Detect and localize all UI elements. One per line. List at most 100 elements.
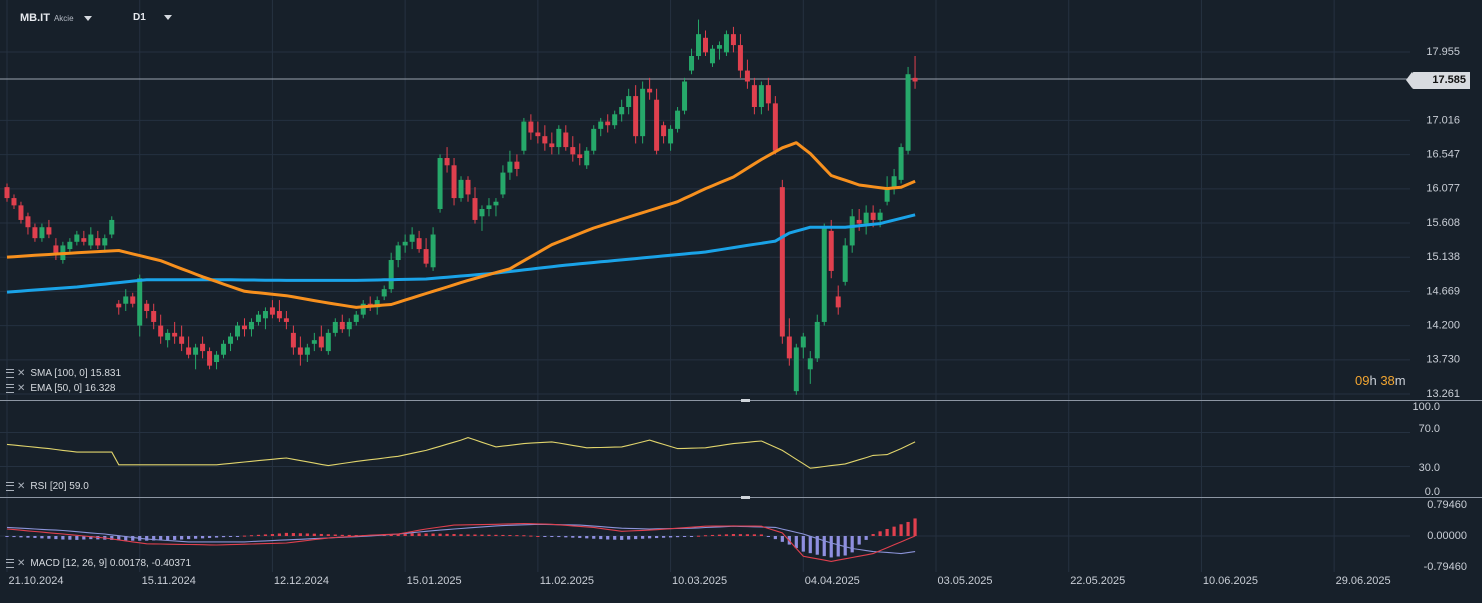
candle (130, 292, 136, 308)
macd-histogram-bar (438, 533, 442, 536)
candle (235, 321, 241, 341)
candle-body (172, 332, 178, 337)
candle (682, 77, 688, 115)
candle-body (262, 311, 268, 319)
macd-histogram-bar (606, 536, 610, 540)
candle-body (32, 227, 38, 239)
macd-histogram-bar (5, 536, 9, 537)
settings-list-icon[interactable] (6, 559, 14, 568)
candle-body (479, 209, 485, 217)
candle (248, 318, 254, 337)
close-icon[interactable]: ✕ (17, 481, 26, 492)
settings-list-icon[interactable] (6, 384, 14, 393)
candle (814, 314, 820, 363)
candle (381, 285, 387, 301)
macd-histogram-bar (522, 535, 526, 537)
macd-histogram-bar (515, 535, 519, 537)
candle (32, 223, 38, 242)
candle (18, 201, 24, 224)
candle (297, 336, 303, 366)
macd-histogram-bar (333, 534, 337, 536)
candle (716, 41, 722, 60)
grid-lines (0, 0, 1410, 572)
macd-histogram-bar (508, 535, 512, 537)
macd-histogram-bar (305, 533, 309, 536)
candle (612, 110, 618, 129)
candle (255, 311, 261, 326)
legend-sma[interactable]: ✕ SMA [100, 0] 15.831 (6, 368, 121, 379)
candle (528, 114, 534, 140)
candle (74, 230, 80, 246)
candle-body (207, 351, 213, 366)
macd-histogram-bar (536, 536, 540, 537)
candle-body (409, 234, 415, 242)
candle (521, 117, 527, 155)
macd-histogram-bar (40, 536, 44, 539)
candle-body (46, 227, 52, 235)
candle-body (542, 136, 548, 144)
candle-body (444, 158, 450, 166)
symbol-selector[interactable]: MB.IT Akcie (20, 12, 92, 24)
macd-histogram-bar (26, 536, 30, 538)
candle-body (151, 311, 157, 322)
close-icon[interactable]: ✕ (17, 383, 26, 394)
candle (891, 168, 897, 195)
candle-body (682, 81, 688, 111)
macd-histogram-bar (68, 536, 72, 540)
candle-body (723, 34, 729, 53)
settings-list-icon[interactable] (6, 482, 14, 491)
close-icon[interactable]: ✕ (17, 558, 26, 569)
symbol-name: MB.IT (20, 12, 50, 24)
date-tick-label: 11.02.2025 (540, 575, 594, 587)
macd-histogram-bar (682, 536, 687, 537)
macd-histogram-bar (263, 534, 268, 536)
current-price-tag: 17.585 (1406, 72, 1470, 89)
legend-ema[interactable]: ✕ EMA [50, 0] 16.328 (6, 383, 115, 394)
candle-body (4, 187, 10, 199)
legend-macd[interactable]: ✕ MACD [12, 26, 9] 0.00178, -0.40371 (6, 558, 191, 569)
macd-histogram-bar (892, 526, 896, 536)
candle (675, 107, 681, 133)
macd-histogram-bar (627, 536, 631, 540)
candle-body (144, 303, 150, 312)
candle-body (137, 278, 143, 326)
candle (751, 77, 757, 115)
price-tick-label: 15.138 (1426, 251, 1460, 263)
macd-histogram-bar (655, 536, 659, 539)
macd-histogram-bar (89, 536, 93, 540)
macd-histogram-bar (487, 534, 491, 536)
chevron-down-icon (163, 15, 172, 20)
macd-histogram-bar (850, 536, 854, 553)
legend-rsi[interactable]: ✕ RSI [20] 59.0 (6, 481, 89, 492)
candle-body (74, 234, 80, 242)
candle-body (374, 300, 380, 308)
macd-histogram-bar (696, 535, 701, 537)
macd-histogram-bar (599, 536, 603, 540)
candle (598, 117, 604, 137)
price-tick-label: 14.669 (1426, 285, 1460, 297)
close-icon[interactable]: ✕ (17, 368, 26, 379)
macd-histogram-bar (82, 536, 86, 540)
price-tick-label: 17.955 (1426, 46, 1460, 58)
candle-body (654, 99, 660, 151)
macd-histogram-bar (207, 536, 212, 538)
macd-line (6, 522, 916, 562)
candle (765, 77, 771, 111)
candle-body (200, 343, 206, 352)
candle (39, 223, 45, 242)
candle (605, 114, 611, 133)
candle-body (179, 336, 185, 344)
candle-body (18, 205, 24, 220)
candle (409, 227, 415, 250)
macd-histogram-bar (452, 534, 456, 536)
macd-histogram-bar (187, 536, 191, 540)
timeframe-selector[interactable]: D1 (133, 12, 172, 23)
macd-histogram-bar (773, 536, 777, 540)
candle-body (814, 321, 820, 359)
candle-body (339, 321, 345, 330)
macd-histogram-bar (124, 536, 128, 541)
settings-list-icon[interactable] (6, 369, 14, 378)
candle-body (640, 88, 646, 137)
macd-histogram-bar (794, 536, 798, 549)
candle (46, 219, 52, 239)
